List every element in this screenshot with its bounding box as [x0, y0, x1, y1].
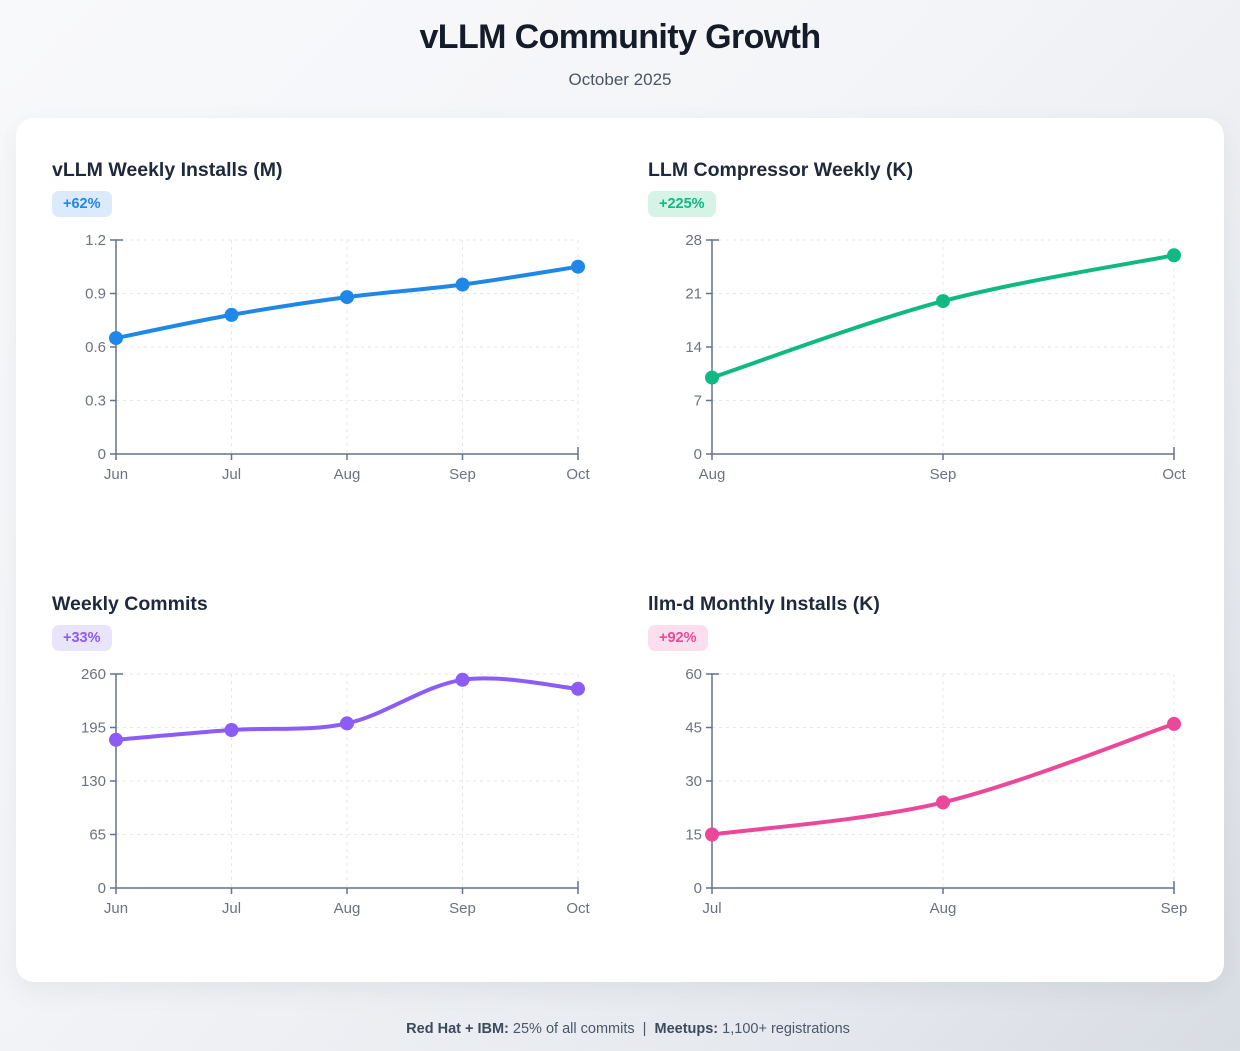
y-tick-label: 15: [685, 827, 702, 844]
data-point: [705, 370, 719, 385]
x-tick-label: Sep: [449, 900, 476, 917]
x-tick-label: Jul: [222, 900, 241, 917]
x-tick-label: Aug: [699, 466, 726, 483]
growth-badge: +92%: [648, 625, 708, 651]
dashboard-card: vLLM Weekly Installs (M) +62% 0 0.3 0.6 0.9…: [16, 118, 1224, 982]
y-tick-label: 130: [81, 773, 106, 790]
chart-title: Weekly Commits: [52, 593, 208, 615]
data-point: [936, 795, 950, 810]
y-tick-label: 0: [98, 880, 106, 897]
data-point: [1167, 248, 1181, 263]
data-point: [455, 277, 470, 292]
x-tick-label: Jun: [104, 900, 128, 917]
data-point: [109, 732, 123, 747]
line-chart: 0 0.3 0.6 0.9 1.2 Jun Jul Aug Sep Oct: [52, 230, 592, 492]
page-title: vLLM Community Growth: [419, 18, 821, 56]
data-point: [109, 331, 123, 346]
chart-title: LLM Compressor Weekly (K): [648, 159, 914, 181]
x-tick-label: Jul: [222, 466, 241, 483]
y-tick-label: 7: [694, 393, 702, 410]
x-tick-label: Jul: [702, 900, 721, 917]
chart-panel-llm-compressor-weekly: LLM Compressor Weekly (K) +225% 0 7 14 21 28…: [648, 158, 1188, 492]
chart-panel-weekly-commits: Weekly Commits +33% 0 65 130 195 260 Jun Jul Au…: [52, 592, 592, 926]
footer-meetups-label: Meetups:: [654, 1021, 719, 1037]
chart-title: llm-d Monthly Installs (K): [648, 593, 880, 615]
x-tick-label: Aug: [334, 466, 361, 483]
data-point: [340, 290, 354, 305]
y-tick-label: 0: [98, 446, 106, 463]
growth-badge: +62%: [52, 191, 112, 217]
y-tick-label: 21: [685, 286, 702, 303]
badge-row: +33%: [52, 625, 592, 652]
y-tick-label: 0.6: [85, 339, 106, 356]
x-tick-label: Sep: [449, 466, 476, 483]
badge-row: +92%: [648, 625, 1188, 652]
page-subtitle: October 2025: [568, 70, 672, 89]
footer-commits-value: 25% of all commits |: [508, 1021, 655, 1037]
x-tick-label: Aug: [334, 900, 361, 917]
growth-badge: +33%: [52, 625, 112, 651]
badge-row: +62%: [52, 191, 592, 218]
growth-badge: +225%: [648, 191, 716, 217]
footer-stats: Red Hat + IBM: 25% of all commits | Meet…: [0, 999, 1240, 1051]
data-point: [571, 681, 585, 696]
data-point: [1167, 716, 1181, 731]
y-tick-label: 60: [685, 666, 702, 683]
y-tick-label: 195: [81, 720, 106, 737]
badge-row: +225%: [648, 191, 1188, 218]
y-tick-label: 0: [694, 880, 702, 897]
footer-registrations-value: 1,100+ registrations: [718, 1021, 850, 1037]
line-chart: 0 65 130 195 260 Jun Jul Aug Sep Oct: [52, 664, 592, 926]
data-point: [224, 307, 239, 322]
data-point: [705, 827, 719, 842]
x-tick-label: Sep: [1161, 900, 1188, 917]
data-point: [340, 716, 354, 731]
y-tick-label: 45: [685, 720, 702, 737]
y-tick-label: 0.9: [85, 286, 106, 303]
y-tick-label: 30: [685, 773, 702, 790]
y-tick-label: 260: [81, 666, 106, 683]
line-chart-svg: 0 7 14 21 28 Aug Sep Oct: [685, 232, 1186, 483]
x-tick-label: Oct: [566, 466, 590, 483]
x-tick-label: Oct: [1162, 466, 1186, 483]
footer-redhat-ibm-label: Red Hat + IBM:: [406, 1021, 509, 1037]
data-point: [455, 672, 470, 687]
line-chart-svg: 0 65 130 195 260 Jun Jul Aug Sep Oct: [81, 666, 591, 917]
x-tick-label: Jun: [104, 466, 128, 483]
line-chart-svg: 0 15 30 45 60 Jul Aug Sep: [685, 666, 1188, 917]
data-point: [224, 723, 239, 737]
x-tick-label: Oct: [566, 900, 590, 917]
chart-panel-llmd-monthly-installs: llm-d Monthly Installs (K) +92% 0 15 30 45 6…: [648, 592, 1188, 926]
data-point: [571, 259, 585, 274]
header: vLLM Community Growth October 2025: [0, 0, 1240, 91]
y-tick-label: 0: [694, 446, 702, 463]
line-chart-svg: 0 0.3 0.6 0.9 1.2 Jun Jul Aug Sep Oct: [85, 232, 590, 483]
data-point: [936, 294, 950, 309]
y-tick-label: 0.3: [85, 393, 106, 410]
y-tick-label: 65: [89, 827, 106, 844]
y-tick-label: 14: [685, 339, 702, 356]
chart-title: vLLM Weekly Installs (M): [52, 159, 283, 181]
line-chart: 0 7 14 21 28 Aug Sep Oct: [648, 230, 1188, 492]
y-tick-label: 1.2: [85, 232, 106, 249]
chart-panel-vllm-weekly-installs: vLLM Weekly Installs (M) +62% 0 0.3 0.6 0.9…: [52, 158, 592, 492]
y-tick-label: 28: [685, 232, 702, 249]
line-chart: 0 15 30 45 60 Jul Aug Sep: [648, 664, 1188, 926]
x-tick-label: Sep: [930, 466, 957, 483]
x-tick-label: Aug: [930, 900, 957, 917]
